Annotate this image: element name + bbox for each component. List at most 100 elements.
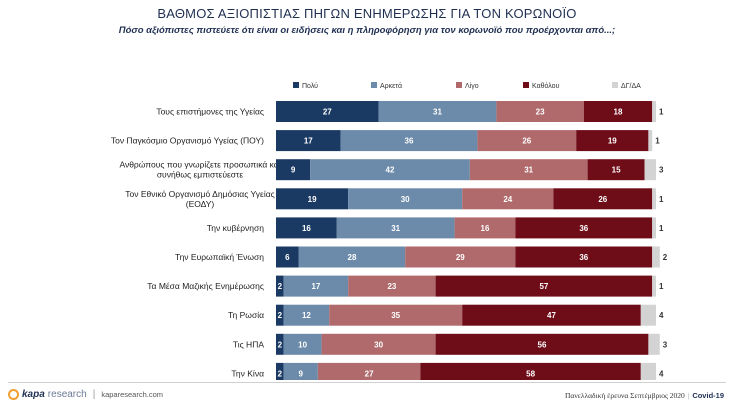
chart-subtitle: Πόσο αξιόπιστες πιστεύετε ότι είναι οι ε… <box>118 25 616 36</box>
data-label-9-2: 10 <box>298 340 307 349</box>
category-label-9: Τις ΗΠΑ <box>233 339 265 349</box>
bar-segment-8-5 <box>640 304 656 326</box>
bar-segment-1-5 <box>652 101 656 122</box>
bar-segment-9-5 <box>648 333 660 355</box>
bar-segment-9-2 <box>283 333 322 355</box>
bar-segment-7-3 <box>348 275 436 297</box>
category-label-8: Τη Ρωσία <box>228 310 264 320</box>
data-label-3-4: 15 <box>612 166 621 175</box>
data-label-2-4: 19 <box>608 137 617 146</box>
bar-segment-9-4 <box>435 333 649 355</box>
legend-label-1: Πολύ <box>302 82 318 90</box>
bar-segment-3-5 <box>644 159 656 181</box>
bar-segment-3-4 <box>587 159 645 181</box>
data-label-9-1: 2 <box>278 340 283 349</box>
data-label-10-1: 2 <box>278 369 283 378</box>
legend-label-4: Καθόλου <box>532 82 560 90</box>
category-label-4: Τον Εθνικό Οργανισμό Δημόσιας Υγείας (ΕΟΔ… <box>125 189 274 209</box>
data-label-1-4: 18 <box>614 108 623 117</box>
brand-logo[interactable]: kapa research | kaparesearch.com <box>8 389 163 400</box>
bar-segment-2-2 <box>340 130 478 152</box>
bar-segment-4-1 <box>276 188 349 210</box>
bar-segment-4-3 <box>462 188 554 210</box>
bar-segment-1-2 <box>378 101 497 122</box>
survey-text: Πανελλαδική έρευνα Σεπτέμβριος 2020 <box>564 391 685 400</box>
bar-segment-4-4 <box>553 188 653 210</box>
category-label-5: Την κυβέρνηση <box>207 223 265 233</box>
data-label-9-3: 30 <box>374 340 383 349</box>
bar-segment-2-5 <box>648 130 653 152</box>
website-link[interactable]: kaparesearch.com <box>101 390 164 399</box>
data-label-8-5: 4 <box>659 311 664 320</box>
bar-segment-1-4 <box>583 101 653 122</box>
bar-segment-5-4 <box>515 217 653 239</box>
category-label-1: Τους επιστήμονες της Υγείας <box>156 107 264 117</box>
bar-segment-5-5 <box>652 217 656 239</box>
bar-segment-10-2 <box>283 362 318 380</box>
bar-segment-8-1 <box>276 304 284 326</box>
data-label-3-3: 31 <box>524 166 533 175</box>
bar-segment-6-2 <box>298 246 406 268</box>
bar-segment-2-3 <box>477 130 577 152</box>
footer-separator: | <box>687 391 690 400</box>
data-label-9-4: 56 <box>538 340 547 349</box>
category-label-3: Ανθρώπους που γνωρίζετε προσωπικά και συν… <box>119 160 280 180</box>
bar-segment-9-1 <box>276 333 284 355</box>
bar-segment-10-3 <box>317 362 421 380</box>
bar-segment-5-3 <box>454 217 516 239</box>
data-label-5-3: 16 <box>481 224 490 233</box>
bar-segment-3-1 <box>276 159 311 181</box>
data-label-5-2: 31 <box>391 224 400 233</box>
legend-label-5: ΔΓ/ΔΑ <box>621 83 641 90</box>
bar-segment-6-4 <box>515 246 653 268</box>
bar-segment-9-3 <box>321 333 436 355</box>
data-label-1-3: 23 <box>536 108 545 117</box>
data-label-5-5: 1 <box>659 224 664 233</box>
category-label-10: Την Κίνα <box>231 368 264 378</box>
legend-swatch-4 <box>523 82 529 88</box>
data-label-4-1: 19 <box>308 195 317 204</box>
bar-segment-2-1 <box>276 130 341 152</box>
chart-title: ΒΑΘΜΟΣ ΑΞΙΟΠΙΣΤΙΑΣ ΠΗΓΩΝ ΕΝΗΜΕΡΩΣΗΣ ΓΙΑ … <box>157 6 577 21</box>
data-label-10-5: 4 <box>659 369 664 378</box>
logo-separator: | <box>92 389 96 400</box>
legend-label-2: Αρκετά <box>380 82 402 90</box>
bar-segment-10-5 <box>640 362 656 380</box>
bar-segment-6-3 <box>405 246 516 268</box>
data-label-5-1: 16 <box>302 224 311 233</box>
bar-segment-6-5 <box>652 246 660 268</box>
data-label-1-2: 31 <box>433 108 442 117</box>
bar-segment-2-4 <box>576 130 649 152</box>
bar-segment-5-2 <box>336 217 455 239</box>
data-label-7-3: 23 <box>387 282 396 291</box>
category-label-2: Τον Παγκόσμιο Οργανισμό Υγείας (ΠΟΥ) <box>111 136 264 146</box>
data-label-8-4: 47 <box>547 311 556 320</box>
data-label-7-1: 2 <box>278 282 283 291</box>
legend-label-3: Λίγο <box>465 82 479 90</box>
logo-main-text: kapa <box>22 389 45 400</box>
bar-segment-8-2 <box>283 304 330 326</box>
data-label-4-4: 26 <box>598 195 607 204</box>
bar-segment-7-1 <box>276 275 284 297</box>
data-label-6-1: 6 <box>285 253 290 262</box>
data-label-2-3: 26 <box>522 137 531 146</box>
bar-segment-10-1 <box>276 362 284 380</box>
data-label-5-4: 36 <box>579 224 588 233</box>
data-label-8-1: 2 <box>278 311 283 320</box>
survey-tag: Covid-19 <box>692 391 724 400</box>
data-label-8-3: 35 <box>391 311 400 320</box>
bar-segment-7-5 <box>652 275 656 297</box>
data-label-3-2: 42 <box>386 166 395 175</box>
bar-segment-3-2 <box>310 159 470 181</box>
data-label-1-5: 1 <box>659 108 664 117</box>
category-label-6: Την Ευρωπαϊκή Ένωση <box>175 252 264 262</box>
bar-segment-7-4 <box>435 275 653 297</box>
legend-swatch-5 <box>612 82 618 88</box>
stacked-bar-chart: Πολύ Αρκετά Λίγο Καθόλου ΔΓ/ΔΑ Τους επιστήμον… <box>111 82 668 380</box>
data-label-7-2: 17 <box>311 282 320 291</box>
survey-info: Πανελλαδική έρευνα Σεπτέμβριος 2020 | Covi… <box>565 391 724 400</box>
data-label-2-5: 1 <box>655 137 660 146</box>
bar-segment-8-4 <box>462 304 641 326</box>
data-label-3-1: 9 <box>291 166 296 175</box>
legend-swatch-2 <box>371 82 377 88</box>
